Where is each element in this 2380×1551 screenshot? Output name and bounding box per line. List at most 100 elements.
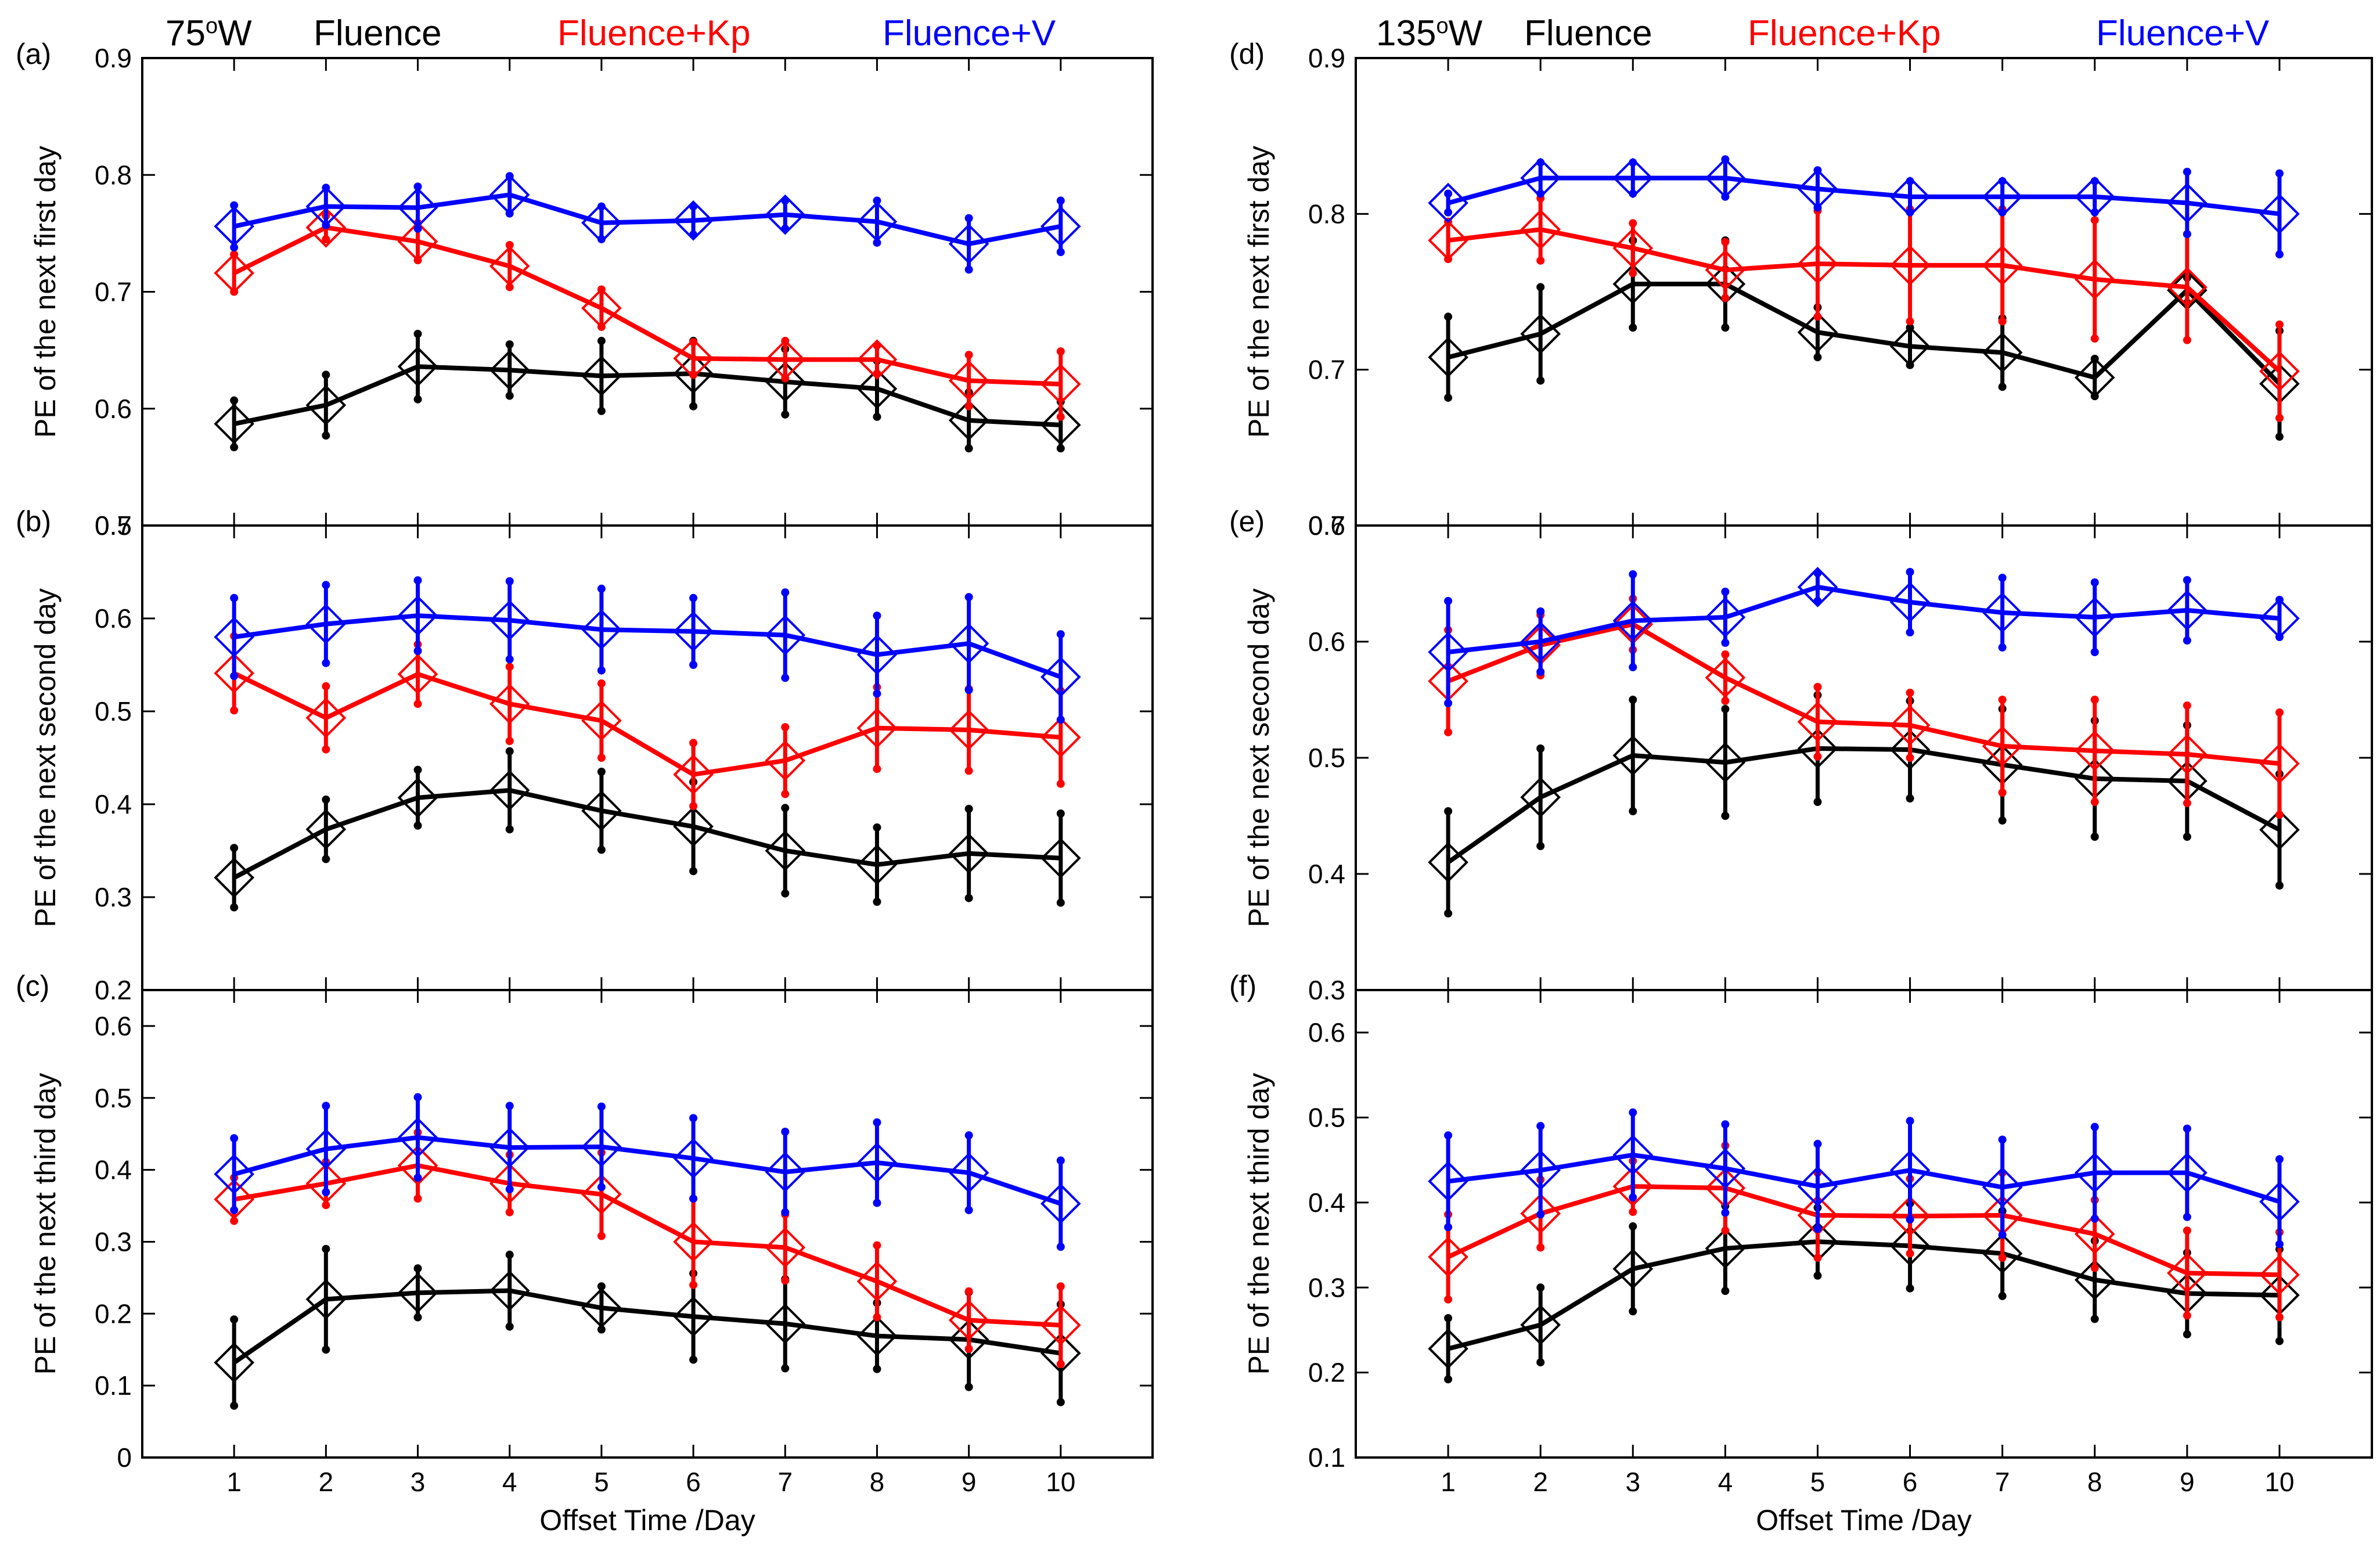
error-cap-top: [413, 329, 422, 338]
error-cap-bottom: [2183, 230, 2191, 239]
error-cap-bottom: [873, 765, 881, 773]
error-cap-top: [689, 338, 698, 347]
data-point-marker: [1889, 326, 1931, 367]
data-point-marker: [214, 1154, 255, 1194]
error-cap-top: [1813, 683, 1822, 691]
x-tick-label: 7: [1995, 1467, 2010, 1497]
error-cap-bottom: [1536, 1243, 1545, 1252]
error-cap-top: [964, 1287, 973, 1296]
y-tick-label: 0.9: [1308, 43, 1345, 73]
data-point-marker: [305, 1279, 347, 1320]
data-point-marker: [2166, 590, 2208, 631]
data-point-marker: [1982, 176, 2023, 217]
series-fluence-kp: [1428, 595, 2300, 819]
error-cap-top: [2090, 578, 2099, 586]
error-cap-bottom: [505, 655, 514, 664]
data-point-marker: [765, 740, 806, 781]
data-point-marker: [1612, 1248, 1654, 1289]
data-point-marker: [489, 174, 530, 215]
error-cap-top: [322, 796, 330, 804]
error-cap-bottom: [505, 283, 514, 292]
error-cap-bottom: [1056, 715, 1065, 724]
y-tick-label: 0.7: [1308, 510, 1345, 541]
error-cap-bottom: [964, 265, 973, 274]
data-point-marker: [1705, 250, 1746, 290]
data-point-marker: [2166, 267, 2208, 308]
data-point-marker: [305, 1128, 347, 1169]
y-tick-label: 0.3: [1308, 1272, 1345, 1302]
error-cap-top: [964, 593, 973, 602]
error-cap-top: [964, 1131, 973, 1140]
error-cap-bottom: [1813, 1254, 1822, 1262]
y-tick-label: 0.7: [1308, 355, 1345, 385]
error-cap-bottom: [1056, 1243, 1065, 1251]
data-point-marker: [1797, 701, 1838, 742]
data-point-marker: [489, 246, 530, 287]
location-direction: W: [218, 13, 252, 53]
data-point-marker: [1520, 777, 1561, 818]
error-cap-top: [1056, 809, 1065, 818]
error-cap-bottom: [1721, 323, 1730, 332]
data-point-marker: [673, 200, 714, 241]
y-tick-label: 0.6: [95, 603, 132, 634]
data-point-marker: [948, 623, 989, 664]
data-point-marker: [1982, 726, 2023, 766]
data-point-marker: [2074, 730, 2115, 771]
error-cap-bottom: [1056, 779, 1065, 788]
error-cap-top: [597, 337, 606, 346]
error-cap-bottom: [1444, 699, 1453, 707]
data-point-marker: [1428, 1328, 1468, 1369]
data-point-marker: [1889, 582, 1931, 622]
data-point-marker: [856, 707, 898, 748]
data-point-marker: [856, 201, 898, 242]
series-line: [1448, 1152, 2281, 1204]
series-line: [233, 1163, 1061, 1328]
error-cap-bottom: [1998, 1291, 2007, 1300]
panel-letter: (f): [1229, 970, 1256, 1002]
error-cap-top: [230, 1315, 239, 1324]
error-cap-bottom: [781, 674, 790, 682]
data-point-marker: [305, 186, 347, 227]
data-point-marker: [1982, 1167, 2023, 1208]
legend-entry: Fluence: [1524, 13, 1652, 53]
data-point-marker: [1612, 157, 1654, 199]
error-cap-bottom: [2275, 881, 2284, 890]
error-cap-bottom: [781, 889, 790, 898]
data-point-marker: [1889, 729, 1931, 770]
data-point-marker: [581, 700, 622, 741]
error-cap-bottom: [689, 370, 698, 379]
series-fluence: [1428, 236, 2300, 441]
data-point-marker: [2074, 357, 2115, 398]
error-cap-bottom: [413, 1313, 422, 1322]
data-point-marker: [856, 1315, 898, 1356]
series-fluence-v: [1428, 155, 2300, 259]
error-cap-bottom: [781, 1208, 790, 1217]
y-tick-label: 0.2: [1308, 1358, 1345, 1388]
error-cap-top: [1536, 1283, 1545, 1292]
series-fluence: [214, 747, 1081, 912]
panel-letter: (d): [1229, 38, 1265, 70]
y-tick-label: 0.4: [1308, 1187, 1345, 1218]
degree-symbol: o: [1436, 14, 1448, 38]
panel-c: (c) PE of the next third day 0 0.1 0.2 0.3 0.4…: [16, 970, 1153, 1497]
data-point-marker: [1889, 1196, 1931, 1237]
x-tick-label: 1: [226, 1467, 242, 1497]
error-cap-bottom: [322, 745, 330, 754]
y-tick-label: 0.5: [1308, 743, 1345, 773]
data-point-marker: [673, 1296, 714, 1337]
data-point-marker: [1428, 1161, 1468, 1202]
error-cap-bottom: [1536, 1210, 1545, 1219]
data-point-marker: [673, 754, 714, 795]
x-tick-label: 4: [502, 1467, 517, 1497]
legend-entry: Fluence+Kp: [557, 13, 751, 53]
error-cap-top: [781, 723, 790, 732]
error-cap-bottom: [1056, 248, 1065, 257]
series-line: [1448, 175, 2280, 217]
error-cap-top: [597, 679, 606, 688]
y-tick-label: 0.6: [95, 1011, 132, 1041]
error-cap-bottom: [964, 444, 973, 453]
data-point-marker: [1520, 157, 1561, 199]
error-cap-top: [1721, 237, 1730, 246]
series-fluence-v: [1428, 567, 2300, 707]
y-tick-label: 0.3: [1308, 975, 1345, 1005]
